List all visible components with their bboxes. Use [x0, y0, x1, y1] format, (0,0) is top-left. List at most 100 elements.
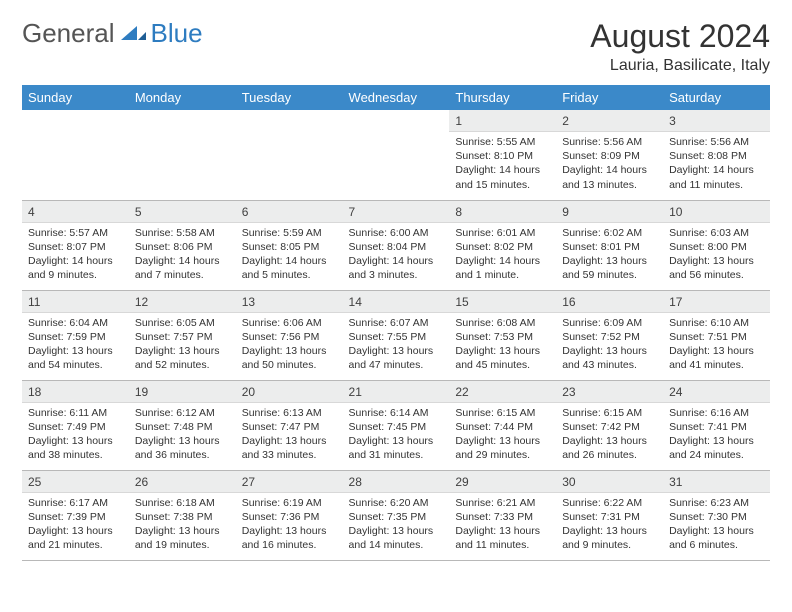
month-title: August 2024 [590, 18, 770, 55]
calendar-week-row: 25Sunrise: 6:17 AMSunset: 7:39 PMDayligh… [22, 470, 770, 560]
sunset-text: Sunset: 8:06 PM [135, 240, 230, 254]
sunset-text: Sunset: 8:04 PM [349, 240, 444, 254]
sunrise-text: Sunrise: 5:56 AM [562, 135, 657, 149]
brand-word-2: Blue [151, 18, 203, 49]
daylight-text: Daylight: 13 hours and 33 minutes. [242, 434, 337, 462]
calendar-week-row: 11Sunrise: 6:04 AMSunset: 7:59 PMDayligh… [22, 290, 770, 380]
sunset-text: Sunset: 7:59 PM [28, 330, 123, 344]
calendar-day-cell: 20Sunrise: 6:13 AMSunset: 7:47 PMDayligh… [236, 380, 343, 470]
day-number: 19 [129, 381, 236, 403]
calendar-day-cell: 3Sunrise: 5:56 AMSunset: 8:08 PMDaylight… [663, 110, 770, 200]
calendar-body: ........1Sunrise: 5:55 AMSunset: 8:10 PM… [22, 110, 770, 560]
calendar-day-cell: 14Sunrise: 6:07 AMSunset: 7:55 PMDayligh… [343, 290, 450, 380]
day-details: Sunrise: 6:13 AMSunset: 7:47 PMDaylight:… [236, 403, 343, 467]
day-details: Sunrise: 5:55 AMSunset: 8:10 PMDaylight:… [449, 132, 556, 196]
daylight-text: Daylight: 14 hours and 15 minutes. [455, 163, 550, 191]
day-number: 28 [343, 471, 450, 493]
sunset-text: Sunset: 7:53 PM [455, 330, 550, 344]
daylight-text: Daylight: 13 hours and 11 minutes. [455, 524, 550, 552]
sunset-text: Sunset: 7:30 PM [669, 510, 764, 524]
sunset-text: Sunset: 7:52 PM [562, 330, 657, 344]
day-number: 3 [663, 110, 770, 132]
calendar-day-cell: 10Sunrise: 6:03 AMSunset: 8:00 PMDayligh… [663, 200, 770, 290]
day-number: 17 [663, 291, 770, 313]
day-number: 15 [449, 291, 556, 313]
day-number: 2 [556, 110, 663, 132]
sunrise-text: Sunrise: 6:22 AM [562, 496, 657, 510]
sunset-text: Sunset: 7:48 PM [135, 420, 230, 434]
calendar-week-row: ........1Sunrise: 5:55 AMSunset: 8:10 PM… [22, 110, 770, 200]
day-number: 18 [22, 381, 129, 403]
weekday-header: Saturday [663, 85, 770, 110]
sunrise-text: Sunrise: 6:06 AM [242, 316, 337, 330]
weekday-header: Tuesday [236, 85, 343, 110]
sunset-text: Sunset: 7:36 PM [242, 510, 337, 524]
sunset-text: Sunset: 7:57 PM [135, 330, 230, 344]
day-details: Sunrise: 6:22 AMSunset: 7:31 PMDaylight:… [556, 493, 663, 557]
daylight-text: Daylight: 13 hours and 59 minutes. [562, 254, 657, 282]
calendar-day-cell: 4Sunrise: 5:57 AMSunset: 8:07 PMDaylight… [22, 200, 129, 290]
daylight-text: Daylight: 13 hours and 26 minutes. [562, 434, 657, 462]
calendar-day-cell: 27Sunrise: 6:19 AMSunset: 7:36 PMDayligh… [236, 470, 343, 560]
daylight-text: Daylight: 14 hours and 13 minutes. [562, 163, 657, 191]
logo-mark-icon [121, 18, 147, 49]
day-details: Sunrise: 6:18 AMSunset: 7:38 PMDaylight:… [129, 493, 236, 557]
day-number: 6 [236, 201, 343, 223]
weekday-header: Thursday [449, 85, 556, 110]
calendar-day-cell: 30Sunrise: 6:22 AMSunset: 7:31 PMDayligh… [556, 470, 663, 560]
calendar-day-cell: 9Sunrise: 6:02 AMSunset: 8:01 PMDaylight… [556, 200, 663, 290]
sunset-text: Sunset: 7:31 PM [562, 510, 657, 524]
daylight-text: Daylight: 13 hours and 38 minutes. [28, 434, 123, 462]
sunrise-text: Sunrise: 5:55 AM [455, 135, 550, 149]
sunset-text: Sunset: 8:00 PM [669, 240, 764, 254]
calendar-header-row: SundayMondayTuesdayWednesdayThursdayFrid… [22, 85, 770, 110]
calendar-table: SundayMondayTuesdayWednesdayThursdayFrid… [22, 85, 770, 561]
daylight-text: Daylight: 13 hours and 43 minutes. [562, 344, 657, 372]
day-number: 1 [449, 110, 556, 132]
weekday-header: Wednesday [343, 85, 450, 110]
sunrise-text: Sunrise: 6:16 AM [669, 406, 764, 420]
calendar-day-cell: 6Sunrise: 5:59 AMSunset: 8:05 PMDaylight… [236, 200, 343, 290]
sunset-text: Sunset: 7:55 PM [349, 330, 444, 344]
calendar-day-cell: 1Sunrise: 5:55 AMSunset: 8:10 PMDaylight… [449, 110, 556, 200]
sunset-text: Sunset: 7:44 PM [455, 420, 550, 434]
sunrise-text: Sunrise: 6:02 AM [562, 226, 657, 240]
day-number: 23 [556, 381, 663, 403]
day-details: Sunrise: 5:58 AMSunset: 8:06 PMDaylight:… [129, 223, 236, 287]
daylight-text: Daylight: 13 hours and 41 minutes. [669, 344, 764, 372]
daylight-text: Daylight: 14 hours and 9 minutes. [28, 254, 123, 282]
calendar-day-cell: 18Sunrise: 6:11 AMSunset: 7:49 PMDayligh… [22, 380, 129, 470]
brand-logo: General Blue [22, 18, 203, 49]
day-details: Sunrise: 6:16 AMSunset: 7:41 PMDaylight:… [663, 403, 770, 467]
calendar-day-cell: 5Sunrise: 5:58 AMSunset: 8:06 PMDaylight… [129, 200, 236, 290]
sunrise-text: Sunrise: 6:01 AM [455, 226, 550, 240]
daylight-text: Daylight: 13 hours and 54 minutes. [28, 344, 123, 372]
daylight-text: Daylight: 13 hours and 31 minutes. [349, 434, 444, 462]
day-number: 5 [129, 201, 236, 223]
sunset-text: Sunset: 8:05 PM [242, 240, 337, 254]
day-number: 27 [236, 471, 343, 493]
calendar-day-cell: 11Sunrise: 6:04 AMSunset: 7:59 PMDayligh… [22, 290, 129, 380]
calendar-day-cell: 26Sunrise: 6:18 AMSunset: 7:38 PMDayligh… [129, 470, 236, 560]
day-details: Sunrise: 6:10 AMSunset: 7:51 PMDaylight:… [663, 313, 770, 377]
location-label: Lauria, Basilicate, Italy [590, 57, 770, 75]
sunrise-text: Sunrise: 5:58 AM [135, 226, 230, 240]
sunrise-text: Sunrise: 6:00 AM [349, 226, 444, 240]
calendar-day-cell: .. [129, 110, 236, 200]
day-details: Sunrise: 6:15 AMSunset: 7:44 PMDaylight:… [449, 403, 556, 467]
calendar-day-cell: 8Sunrise: 6:01 AMSunset: 8:02 PMDaylight… [449, 200, 556, 290]
day-details: Sunrise: 6:00 AMSunset: 8:04 PMDaylight:… [343, 223, 450, 287]
sunrise-text: Sunrise: 6:21 AM [455, 496, 550, 510]
day-number: 22 [449, 381, 556, 403]
calendar-day-cell: 31Sunrise: 6:23 AMSunset: 7:30 PMDayligh… [663, 470, 770, 560]
daylight-text: Daylight: 13 hours and 19 minutes. [135, 524, 230, 552]
calendar-day-cell: 23Sunrise: 6:15 AMSunset: 7:42 PMDayligh… [556, 380, 663, 470]
calendar-day-cell: 15Sunrise: 6:08 AMSunset: 7:53 PMDayligh… [449, 290, 556, 380]
calendar-day-cell: .. [22, 110, 129, 200]
sunset-text: Sunset: 7:56 PM [242, 330, 337, 344]
day-details: Sunrise: 6:04 AMSunset: 7:59 PMDaylight:… [22, 313, 129, 377]
daylight-text: Daylight: 14 hours and 7 minutes. [135, 254, 230, 282]
title-block: August 2024 Lauria, Basilicate, Italy [590, 18, 770, 75]
day-details: Sunrise: 6:12 AMSunset: 7:48 PMDaylight:… [129, 403, 236, 467]
sunrise-text: Sunrise: 6:14 AM [349, 406, 444, 420]
